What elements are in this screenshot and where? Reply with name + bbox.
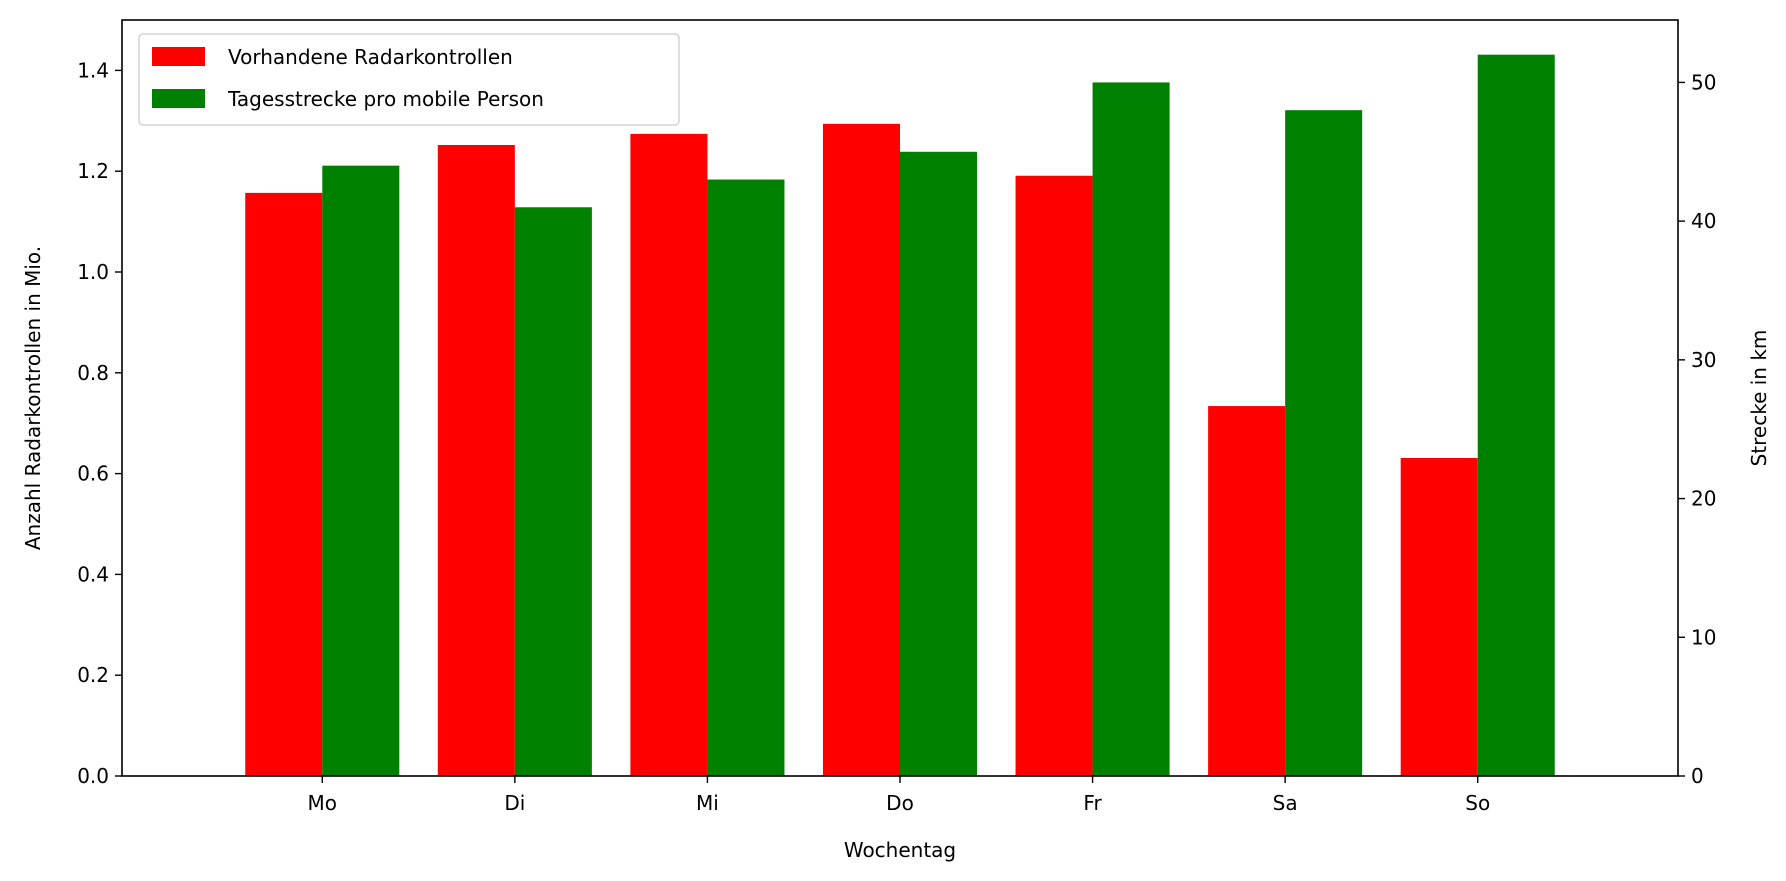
y-left-tick-label: 0.2 — [77, 663, 109, 687]
y-axis-left: 0.0 0.2 0.4 0.6 0.8 1.0 1.2 1.4 — [77, 58, 122, 788]
bar-tagesstrecke-mi — [707, 179, 785, 776]
y-right-tick-label: 40 — [1691, 209, 1716, 233]
y-axis-right: 0 10 20 30 40 50 — [1678, 70, 1716, 788]
bar-tagesstrecke-fr — [1092, 82, 1170, 777]
y-left-tick-label: 1.2 — [77, 159, 109, 183]
y-axis-left-label: Anzahl Radarkontrollen in Mio. — [21, 246, 45, 550]
x-tick-label-so: So — [1465, 791, 1490, 815]
x-axis: Mo Di Mi Do Fr Sa So — [308, 776, 1490, 815]
y-left-tick-label: 0.6 — [77, 462, 109, 486]
x-tick-label-fr: Fr — [1083, 791, 1102, 815]
x-tick-label-mo: Mo — [308, 791, 338, 815]
x-tick-label-sa: Sa — [1273, 791, 1298, 815]
x-tick-label-mi: Mi — [696, 791, 719, 815]
y-left-tick-label: 1.4 — [77, 58, 109, 82]
legend-swatch-tagesstrecke — [152, 89, 205, 108]
y-right-tick-label: 20 — [1691, 487, 1716, 511]
bar-radarkontrollen-mi — [630, 133, 708, 776]
legend-swatch-radarkontrollen — [152, 47, 205, 66]
bar-tagesstrecke-so — [1477, 54, 1555, 777]
bar-tagesstrecke-di — [514, 207, 592, 776]
legend-label-tagesstrecke: Tagesstrecke pro mobile Person — [227, 87, 544, 111]
bar-tagesstrecke-do — [900, 151, 978, 776]
y-axis-right-label: Strecke in km — [1747, 330, 1771, 467]
bar-radarkontrollen-sa — [1208, 406, 1286, 776]
x-axis-label: Wochentag — [844, 838, 956, 862]
bar-radarkontrollen-fr — [1015, 175, 1093, 777]
bar-radarkontrollen-so — [1400, 457, 1478, 776]
bar-tagesstrecke-mo — [322, 165, 400, 776]
y-left-tick-label: 1.0 — [77, 260, 109, 284]
bar-radarkontrollen-di — [437, 144, 515, 777]
y-left-tick-label: 0.4 — [77, 562, 109, 586]
bars — [245, 54, 1555, 777]
bar-radarkontrollen-do — [822, 123, 900, 776]
y-right-tick-label: 10 — [1691, 625, 1716, 649]
y-right-tick-label: 50 — [1691, 70, 1716, 94]
bar-tagesstrecke-sa — [1285, 110, 1363, 777]
y-left-tick-label: 0.0 — [77, 764, 109, 788]
y-right-tick-label: 30 — [1691, 348, 1716, 372]
bar-radarkontrollen-mo — [245, 192, 323, 776]
legend: Vorhandene Radarkontrollen Tagesstrecke … — [138, 33, 680, 126]
y-right-tick-label: 0 — [1691, 764, 1704, 788]
y-left-tick-label: 0.8 — [77, 361, 109, 385]
x-tick-label-di: Di — [504, 791, 525, 815]
x-tick-label-do: Do — [886, 791, 914, 815]
legend-box — [138, 33, 680, 126]
legend-label-radarkontrollen: Vorhandene Radarkontrollen — [228, 45, 513, 69]
